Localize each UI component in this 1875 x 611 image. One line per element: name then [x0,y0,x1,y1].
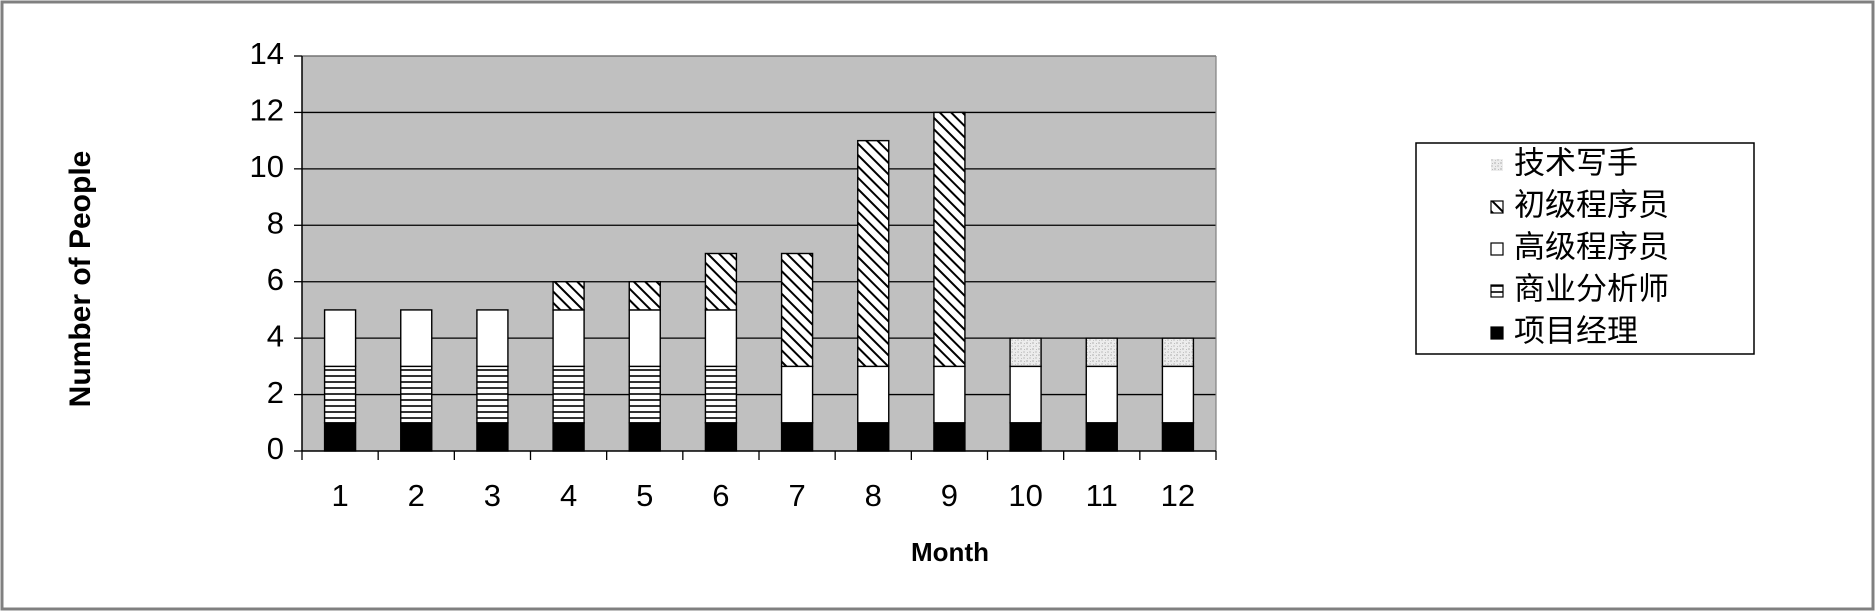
bar-segment [628,422,661,452]
bar-segment [323,309,357,368]
legend-swatch [1490,200,1504,214]
x-axis-title: Month [911,537,989,567]
bar-segment [780,365,814,424]
legend-swatch [1490,242,1504,256]
x-tick-label: 3 [484,478,501,513]
bar-segment [552,309,585,368]
bar-segment [1009,422,1042,452]
bar-segment [704,365,738,424]
bar-segment [400,422,433,452]
bar-segment [1161,337,1195,368]
legend-label: 商业分析师 [1514,272,1669,308]
y-tick-label: 10 [250,149,284,184]
legend-swatch [1491,159,1503,171]
bar-segment [476,365,509,424]
bar-segment [857,365,890,424]
bar-segment [552,365,585,424]
bar-segment [1085,422,1118,452]
bar-segment [1085,337,1118,368]
x-tick-label: 8 [865,478,882,513]
y-tick-label: 4 [267,318,284,353]
x-tick-label: 1 [331,478,348,513]
legend-label: 初级程序员 [1514,188,1669,224]
bar-segment [400,365,433,424]
bar-segment [1161,365,1195,424]
y-tick-label: 6 [267,262,284,297]
x-tick-label: 11 [1086,478,1118,513]
bar-segment [933,111,966,368]
bar-segment [857,139,890,368]
x-tick-label: 6 [712,478,729,513]
y-tick-label: 2 [267,375,284,410]
x-tick-label: 9 [941,478,958,513]
bar-segment [476,422,509,452]
x-tick-label: 2 [408,478,425,513]
bar-segment [628,309,661,368]
x-tick-label: 12 [1161,478,1195,513]
bar-segment [704,422,738,452]
bar-segment [476,309,509,368]
legend-box [1415,142,1755,355]
bar-segment [552,422,585,452]
bar-segment [552,281,585,311]
legend-label: 技术写手 [1514,146,1638,182]
x-tick-label: 4 [560,478,577,513]
bar-segment [704,309,738,368]
bar-segment [933,422,966,452]
bar-segment [628,281,661,311]
plot-background [302,56,1216,451]
legend-label: 项目经理 [1514,314,1638,350]
bar-segment [323,422,357,452]
x-tick-label: 10 [1008,478,1042,513]
bar-segment [323,365,357,424]
legend-swatch [1490,326,1504,340]
y-tick-label: 8 [267,205,284,240]
bar-segment [780,252,814,368]
bar-segment [704,252,738,311]
bar-segment [628,365,661,424]
bar-segment [1009,337,1042,368]
legend-swatch [1490,284,1504,298]
plot-area [302,55,1217,451]
y-tick-label: 12 [250,93,284,128]
y-tick-label: 0 [267,431,284,466]
bar-segment [857,422,890,452]
bars-group [323,111,1195,452]
bar-segment [1009,365,1042,424]
bar-segment [1085,365,1118,424]
x-tick-label: 5 [636,478,653,513]
legend-label: 高级程序员 [1514,230,1669,266]
bar-segment [780,422,814,452]
bar-segment [400,309,433,368]
bar-segment [1161,422,1195,452]
y-axis-title: Number of People [64,151,97,408]
y-tick-label: 14 [250,36,284,71]
x-tick-label: 7 [788,478,805,513]
bar-segment [933,365,966,424]
